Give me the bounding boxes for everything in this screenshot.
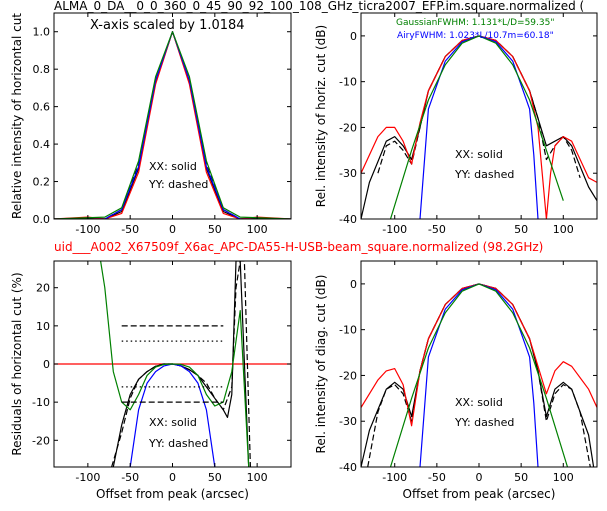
x-tick-label: 100 xyxy=(553,471,574,484)
y-tick-label: 0 xyxy=(350,30,357,43)
legend-solid: XX: solid xyxy=(455,148,503,161)
plot-area xyxy=(54,31,291,219)
series-line-1 xyxy=(361,35,597,219)
x-tick-label: 100 xyxy=(247,471,268,484)
y-tick-label: -10 xyxy=(32,396,50,409)
y-tick-label: -40 xyxy=(339,213,357,226)
x-tick-label: 0 xyxy=(476,223,483,236)
y-tick-label: -30 xyxy=(339,167,357,180)
chart-panel-4: -100 -50 0 50 100 0 -10 -20 -30 -40 Rel. intensity… xyxy=(314,260,598,501)
x-tick-label: 0 xyxy=(476,471,483,484)
x-tick-label: -100 xyxy=(382,223,407,236)
series-line-2 xyxy=(367,283,591,467)
series-line-3 xyxy=(361,35,597,219)
x-tick-label: 0 xyxy=(169,471,176,484)
y-tick-label: -20 xyxy=(339,121,357,134)
x-tick-label: 50 xyxy=(514,223,528,236)
y-tick-label: 0.0 xyxy=(33,213,51,226)
series-line-4 xyxy=(419,283,539,467)
y-tick-label: 0.2 xyxy=(33,176,51,189)
x-tick-label: 50 xyxy=(208,471,222,484)
x-tick-label: -100 xyxy=(382,471,407,484)
y-tick-label: 0 xyxy=(43,358,50,371)
chart-panel-2: -100 -50 0 50 100 0 -10 -20 -30 -40 Rel. intensity… xyxy=(314,12,598,236)
plot-area xyxy=(54,261,291,467)
y-tick-label: 0.6 xyxy=(33,101,51,114)
x-tick-label: -50 xyxy=(428,471,446,484)
y-tick-label: -20 xyxy=(32,434,50,447)
series-line-5 xyxy=(389,35,564,219)
y-axis-label: Relative intensity of horizontal cut xyxy=(10,13,24,219)
series-line-4 xyxy=(419,35,539,219)
y-tick-label: 1.0 xyxy=(33,26,51,39)
x-tick-label: 100 xyxy=(247,223,268,236)
x-tick-label: -50 xyxy=(428,223,446,236)
gaussian-fwhm-note: GaussianFWHM: 1.131*L/D=59.35" xyxy=(396,18,554,28)
x-tick-label: 100 xyxy=(553,223,574,236)
y-axis-label: Rel. intensity of diag. cut (dB) xyxy=(314,275,328,454)
legend-solid: XX: solid xyxy=(455,396,503,409)
y-tick-label: -10 xyxy=(339,324,357,337)
y-tick-label: 10 xyxy=(36,320,50,333)
x-tick-label: 50 xyxy=(208,223,222,236)
x-tick-label: -50 xyxy=(121,471,139,484)
plot-area xyxy=(361,283,597,467)
y-tick-label: -10 xyxy=(339,76,357,89)
legend-solid: XX: solid xyxy=(149,160,197,173)
figure-title: ALMA_0_DA__0_0_360_0_45_90_92_100_108_GH… xyxy=(54,0,584,13)
legend-solid: XX: solid xyxy=(149,416,197,429)
y-tick-label: 0 xyxy=(350,278,357,291)
x-axis-label: Offset from peak (arcsec) xyxy=(96,487,249,501)
chart-panel-1: -100 -50 0 50 100 0.0 0.2 0.4 0.6 0.8 1.0 Relative … xyxy=(10,12,292,236)
x-tick-label: -100 xyxy=(75,223,100,236)
x-axis-label: Offset from peak (arcsec) xyxy=(403,487,556,501)
y-axis-label: Rel. intensity of horiz. cut (dB) xyxy=(314,25,328,207)
axes-frame xyxy=(360,12,598,220)
figure-subtitle: uid___A002_X67509f_X6ac_APC-DA55-H-USB-b… xyxy=(54,240,543,254)
y-tick-label: -40 xyxy=(339,461,357,474)
legend-dashed: YY: dashed xyxy=(148,178,208,191)
series-line-3 xyxy=(111,261,251,467)
series-line-5 xyxy=(389,283,569,467)
plot-area xyxy=(361,35,597,219)
y-tick-label: 0.8 xyxy=(33,63,51,76)
x-tick-label: -100 xyxy=(75,471,100,484)
series-line-5 xyxy=(54,31,291,219)
y-tick-label: -20 xyxy=(339,369,357,382)
y-tick-label: -30 xyxy=(339,415,357,428)
y-tick-label: 0.4 xyxy=(33,138,51,151)
scale-annotation: X-axis scaled by 1.0184 xyxy=(90,18,245,33)
x-tick-label: 0 xyxy=(169,223,176,236)
chart-panels: -100 -50 0 50 1000.00.20.40.60.81.0Relative … xyxy=(10,12,598,501)
y-axis-label: Residuals of horizontal cut (%) xyxy=(10,272,24,455)
x-tick-label: -50 xyxy=(121,223,139,236)
legend-dashed: YY: dashed xyxy=(454,168,514,181)
legend-dashed: YY: dashed xyxy=(454,416,514,429)
airy-fwhm-note: AiryFWHM: 1.023*L/10.7m=60.18" xyxy=(397,31,554,41)
legend-dashed: YY: dashed xyxy=(148,437,208,450)
x-tick-label: 50 xyxy=(514,471,528,484)
y-tick-label: 20 xyxy=(36,282,50,295)
